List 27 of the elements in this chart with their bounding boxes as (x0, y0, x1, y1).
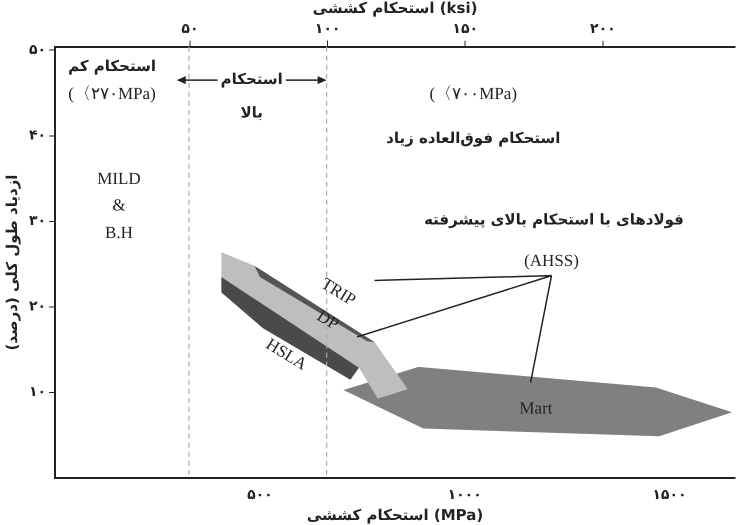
x-axis-title: استحکام کششی (MPa) (306, 506, 484, 524)
annotation: استحکام (220, 70, 283, 88)
annotation: MILD (97, 168, 141, 188)
x-tick-label: ۱۵۰۰ (652, 487, 687, 504)
x2-tick-label: ۱۰۰ (314, 21, 340, 38)
annotation: & (112, 195, 126, 214)
series-label: Mart (519, 398, 553, 418)
annotation: فولادهای با استحکام بالای پیشرفته (424, 210, 684, 228)
x2-tick-label: ۲۰۰ (590, 21, 616, 38)
annotation: (〈۲۷۰MPa) (68, 84, 156, 104)
annotation: (〈۷۰۰MPa) (430, 84, 517, 104)
x2-axis-title: استحکام کششی (ksi) (312, 0, 478, 17)
y-axis-title: ازدیاد طول کلی (درصد) (2, 174, 21, 350)
x2-tick-label: ۵۰ (181, 21, 199, 38)
y-tick-label: ۱۰ (28, 384, 46, 400)
annotation: استحکام فوق‌العاده زیاد (386, 129, 560, 148)
annotation: بالا (240, 103, 263, 122)
x2-tick-label: ۱۵۰ (452, 21, 478, 38)
annotation: (AHSS) (524, 251, 579, 270)
y-tick-label: ۲۰ (28, 298, 46, 315)
x-tick-label: ۱۰۰۰ (448, 487, 482, 504)
y-tick-label: ۴۰ (28, 127, 46, 144)
y-tick-label: ۳۰ (28, 213, 46, 230)
annotation: استحکام کم (68, 57, 156, 76)
y-tick-label: ۵۰ (28, 42, 46, 58)
annotation: B.H (105, 222, 133, 242)
x-tick-label: ۵۰۰ (247, 487, 273, 504)
